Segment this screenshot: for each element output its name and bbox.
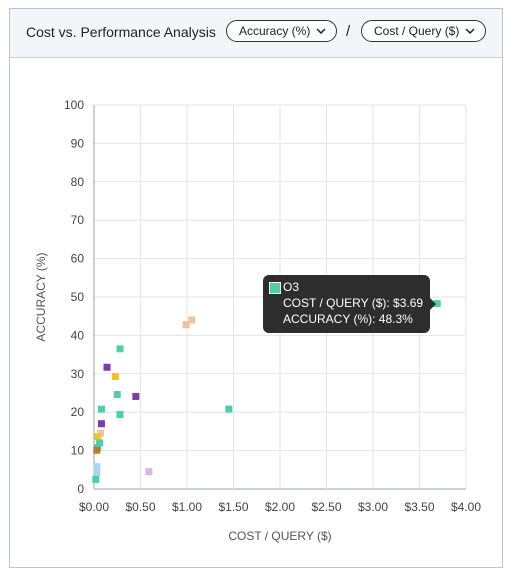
x-tick-label: $1.50 [218, 500, 248, 514]
chart-title: Cost vs. Performance Analysis [26, 24, 216, 40]
x-tick-label: $1.00 [172, 500, 202, 514]
chevron-down-icon [465, 26, 475, 37]
data-point [188, 316, 196, 324]
x-tick-label: $4.00 [451, 500, 481, 514]
y-tick-label: 40 [71, 328, 85, 342]
x-tick-label: $3.50 [404, 500, 434, 514]
tooltip-series-name: O3 [283, 280, 300, 294]
x-tick-label: $2.00 [265, 500, 295, 514]
chevron-down-icon [316, 26, 326, 37]
y-axis-label: ACCURACY (%) [34, 252, 48, 341]
x-tick-label: $2.50 [311, 500, 341, 514]
data-point [111, 372, 119, 380]
x-tick-label: $3.00 [358, 500, 388, 514]
data-point [92, 475, 100, 483]
data-point [182, 321, 190, 329]
x-tick-label: $0.00 [79, 500, 109, 514]
data-point [225, 405, 233, 413]
x-axis-label: COST / QUERY ($) [228, 529, 331, 543]
y-metric-dropdown[interactable]: Accuracy (%) [226, 20, 338, 42]
data-point [96, 439, 104, 447]
y-tick-label: 50 [71, 290, 85, 304]
x-tick-label: $0.50 [125, 500, 155, 514]
x-metric-dropdown[interactable]: Cost / Query ($) [361, 20, 487, 42]
data-point [97, 420, 105, 428]
y-tick-label: 80 [71, 175, 85, 189]
y-tick-label: 30 [71, 367, 85, 381]
chart-header: Cost vs. Performance Analysis Accuracy (… [10, 9, 502, 58]
tooltip-pointer [430, 298, 436, 310]
data-point [145, 468, 153, 476]
tooltip-x-value: COST / QUERY ($): $3.69 [283, 296, 424, 310]
y-tick-label: 100 [64, 98, 84, 112]
data-point [93, 468, 101, 476]
metric-separator: / [346, 23, 351, 40]
y-tick-label: 10 [71, 444, 85, 458]
y-tick-label: 0 [77, 482, 84, 496]
point-tooltip: O3 COST / QUERY ($): $3.69 ACCURACY (%):… [263, 275, 436, 333]
y-tick-label: 20 [71, 405, 85, 419]
tooltip-y-value: ACCURACY (%): 48.3% [283, 312, 413, 326]
data-point [132, 392, 140, 400]
data-point [93, 463, 101, 471]
data-point [113, 391, 121, 399]
data-point [433, 300, 441, 308]
data-point [97, 405, 105, 413]
y-tick-label: 70 [71, 213, 85, 227]
data-point [94, 433, 102, 441]
data-point [116, 345, 124, 353]
data-point [93, 446, 101, 454]
y-metric-label: Accuracy (%) [239, 24, 311, 38]
data-point [116, 411, 124, 419]
data-point [103, 363, 111, 371]
y-tick-label: 90 [71, 136, 85, 150]
tooltip-series-swatch [269, 282, 281, 294]
x-metric-label: Cost / Query ($) [374, 24, 460, 38]
y-tick-label: 60 [71, 252, 85, 266]
